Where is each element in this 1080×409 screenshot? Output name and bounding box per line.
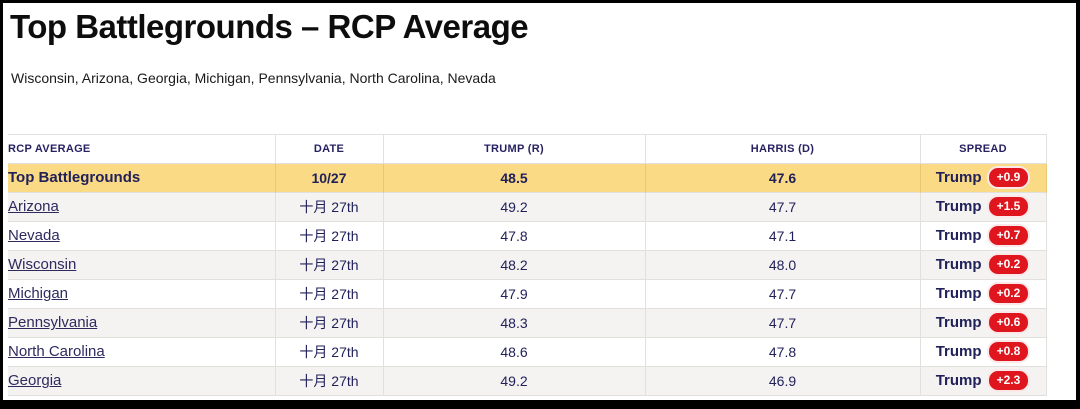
spread-winner-label: Trump <box>935 227 982 245</box>
state-cell: Wisconsin <box>8 249 276 280</box>
summary-spread-cell: Trump +0.9 <box>920 162 1047 193</box>
state-harris-value: 47.7 <box>645 191 921 222</box>
spread-winner-label: Trump <box>935 372 982 390</box>
state-spread-cell: Trump +0.8 <box>920 336 1047 367</box>
state-row: Michigan 十月 27th 47.9 47.7 Trump +0.2 <box>8 278 1047 309</box>
state-harris-value: 47.8 <box>645 336 921 367</box>
state-spread-cell: Trump +0.6 <box>920 307 1047 338</box>
state-row: Pennsylvania 十月 27th 48.3 47.7 Trump +0.6 <box>8 307 1047 338</box>
spread-margin-badge: +0.2 <box>986 282 1031 306</box>
state-spread-cell: Trump +0.7 <box>920 220 1047 251</box>
page-title: Top Battlegrounds – RCP Average <box>10 8 529 45</box>
spread-winner-label: Trump <box>935 285 982 303</box>
polling-table: RCP AVERAGE DATE TRUMP (R) HARRIS (D) SP… <box>8 133 1047 396</box>
state-row: Arizona 十月 27th 49.2 47.7 Trump +1.5 <box>8 191 1047 222</box>
spread-margin-badge: +0.2 <box>986 253 1031 277</box>
state-trump-value: 47.8 <box>383 220 646 251</box>
spread-margin-badge: +0.8 <box>986 340 1031 364</box>
state-trump-value: 48.3 <box>383 307 646 338</box>
summary-spread-margin-badge: +0.9 <box>986 166 1031 190</box>
page-subtitle: Wisconsin, Arizona, Georgia, Michigan, P… <box>11 69 496 86</box>
state-link[interactable]: Wisconsin <box>8 256 77 274</box>
column-header-date: DATE <box>275 133 384 164</box>
summary-row: Top Battlegrounds 10/27 48.5 47.6 Trump +… <box>8 162 1047 193</box>
state-date: 十月 27th <box>275 191 384 222</box>
summary-label: Top Battlegrounds <box>8 162 276 193</box>
state-link[interactable]: Michigan <box>8 285 69 303</box>
state-row: Georgia 十月 27th 49.2 46.9 Trump +2.3 <box>8 365 1047 396</box>
state-date: 十月 27th <box>275 249 384 280</box>
state-date: 十月 27th <box>275 336 384 367</box>
summary-trump-value: 48.5 <box>383 162 646 193</box>
state-date: 十月 27th <box>275 307 384 338</box>
state-link[interactable]: Arizona <box>8 198 59 216</box>
state-trump-value: 48.2 <box>383 249 646 280</box>
spread-margin-badge: +0.7 <box>986 224 1031 248</box>
state-harris-value: 47.7 <box>645 307 921 338</box>
column-header-spread: SPREAD <box>920 133 1047 164</box>
summary-spread-winner-label: Trump <box>935 169 982 187</box>
summary-harris-value: 47.6 <box>645 162 921 193</box>
spread-winner-label: Trump <box>935 314 982 332</box>
spread-margin-badge: +0.6 <box>986 311 1031 335</box>
state-row: North Carolina 十月 27th 48.6 47.8 Trump +0… <box>8 336 1047 367</box>
state-cell: Arizona <box>8 191 276 222</box>
state-date: 十月 27th <box>275 220 384 251</box>
spread-winner-label: Trump <box>935 256 982 274</box>
state-link[interactable]: Pennsylvania <box>8 314 98 332</box>
column-header-harris: HARRIS (D) <box>645 133 921 164</box>
spread-margin-badge: +2.3 <box>986 369 1031 393</box>
spread-winner-label: Trump <box>935 343 982 361</box>
state-cell: Georgia <box>8 365 276 396</box>
state-harris-value: 46.9 <box>645 365 921 396</box>
state-link[interactable]: North Carolina <box>8 343 105 361</box>
state-spread-cell: Trump +0.2 <box>920 278 1047 309</box>
table-header-row: RCP AVERAGE DATE TRUMP (R) HARRIS (D) SP… <box>8 133 1047 164</box>
state-harris-value: 47.1 <box>645 220 921 251</box>
column-header-rcp-average: RCP AVERAGE <box>8 133 276 164</box>
spread-margin-badge: +1.5 <box>986 195 1031 219</box>
state-spread-cell: Trump +2.3 <box>920 365 1047 396</box>
state-trump-value: 48.6 <box>383 336 646 367</box>
state-link[interactable]: Georgia <box>8 372 62 390</box>
state-spread-cell: Trump +0.2 <box>920 249 1047 280</box>
state-trump-value: 47.9 <box>383 278 646 309</box>
state-row: Wisconsin 十月 27th 48.2 48.0 Trump +0.2 <box>8 249 1047 280</box>
state-trump-value: 49.2 <box>383 191 646 222</box>
state-spread-cell: Trump +1.5 <box>920 191 1047 222</box>
state-cell: North Carolina <box>8 336 276 367</box>
state-link[interactable]: Nevada <box>8 227 60 245</box>
spread-winner-label: Trump <box>935 198 982 216</box>
state-row: Nevada 十月 27th 47.8 47.1 Trump +0.7 <box>8 220 1047 251</box>
state-cell: Pennsylvania <box>8 307 276 338</box>
state-date: 十月 27th <box>275 365 384 396</box>
state-trump-value: 49.2 <box>383 365 646 396</box>
column-header-trump: TRUMP (R) <box>383 133 646 164</box>
state-date: 十月 27th <box>275 278 384 309</box>
state-harris-value: 47.7 <box>645 278 921 309</box>
state-cell: Nevada <box>8 220 276 251</box>
state-cell: Michigan <box>8 278 276 309</box>
summary-date: 10/27 <box>275 162 384 193</box>
state-harris-value: 48.0 <box>645 249 921 280</box>
